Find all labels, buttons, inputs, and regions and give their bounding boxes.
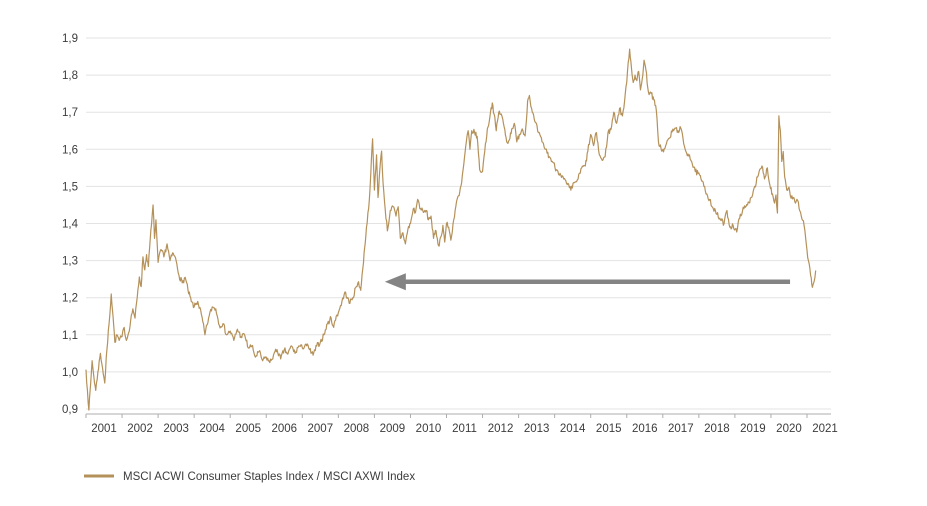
x-tick-label: 2019	[740, 423, 766, 435]
gridlines	[86, 37, 831, 410]
x-tick-label: 2016	[632, 423, 658, 435]
x-tick-label: 2020	[776, 423, 802, 435]
y-tick-label: 1,6	[62, 144, 78, 156]
x-tick-label: 2018	[704, 423, 730, 435]
y-tick-label: 1,3	[62, 256, 78, 268]
y-tick-label: 1,4	[62, 219, 79, 231]
legend: MSCI ACWI Consumer Staples Index / MSCI …	[84, 471, 415, 483]
x-tick-label: 2009	[380, 423, 406, 435]
x-tick-label: 2006	[271, 423, 297, 435]
x-tick-label: 2015	[596, 423, 622, 435]
x-tick-label: 2008	[344, 423, 370, 435]
y-tick-label: 1,1	[62, 330, 78, 342]
series-line	[85, 48, 817, 411]
x-axis-labels: 2001 2002 2003 2004 2005 2006 2007 2008 2009 2010…	[91, 423, 838, 435]
x-tick-label: 2021	[812, 423, 838, 435]
trend-arrow	[384, 273, 791, 291]
arrow-head	[384, 273, 406, 291]
y-tick-label: 0,9	[62, 404, 78, 416]
y-tick-label: 1,5	[62, 181, 78, 193]
x-axis	[85, 413, 831, 418]
x-tick-label: 2011	[452, 423, 477, 435]
x-tick-label: 2013	[524, 423, 550, 435]
x-tick-label: 2012	[488, 423, 514, 435]
y-tick-label: 1,9	[62, 33, 78, 45]
y-tick-label: 1,2	[62, 293, 78, 305]
x-tick-label: 2003	[163, 423, 189, 435]
y-tick-label: 1,0	[62, 367, 78, 379]
x-tick-label: 2017	[668, 423, 694, 435]
x-tick-label: 2014	[560, 423, 586, 435]
x-tick-label: 2007	[308, 423, 334, 435]
x-tick-label: 2004	[199, 423, 225, 435]
x-tick-label: 2005	[235, 423, 261, 435]
x-tick-label: 2002	[127, 423, 153, 435]
x-tick-label: 2001	[91, 423, 117, 435]
y-axis-labels: 0,9 1,0 1,1 1,2 1,3 1,4 1,5 1,6 1,7 1,8 1,9	[62, 33, 79, 416]
legend-label: MSCI ACWI Consumer Staples Index / MSCI …	[123, 471, 415, 483]
y-tick-label: 1,7	[62, 107, 78, 119]
x-tick-label: 2010	[416, 423, 442, 435]
y-tick-label: 1,8	[62, 70, 78, 82]
